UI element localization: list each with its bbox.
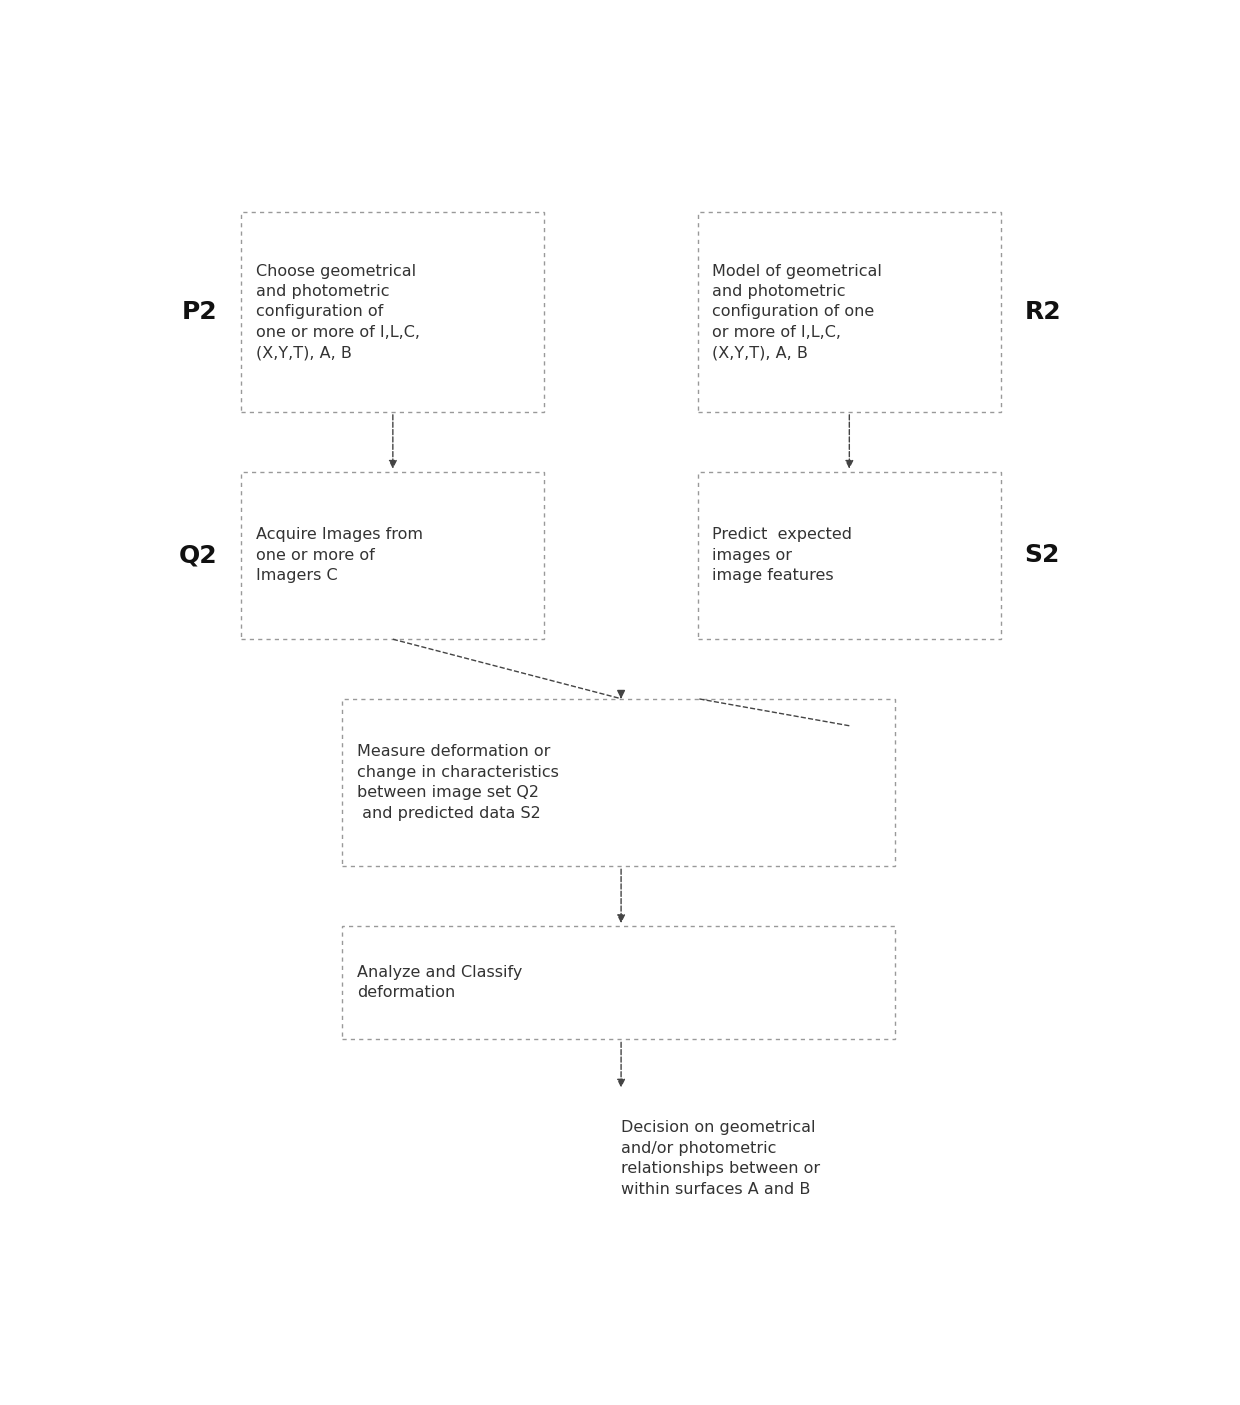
- FancyBboxPatch shape: [342, 698, 895, 867]
- FancyBboxPatch shape: [242, 212, 544, 412]
- Text: Choose geometrical
and photometric
configuration of
one or more of I,L,C,
(X,Y,T: Choose geometrical and photometric confi…: [255, 264, 420, 360]
- FancyBboxPatch shape: [698, 212, 1001, 412]
- Text: Measure deformation or
change in characteristics
between image set Q2
 and predi: Measure deformation or change in charact…: [357, 745, 559, 821]
- Text: Decision on geometrical
and/or photometric
relationships between or
within surfa: Decision on geometrical and/or photometr…: [621, 1120, 820, 1197]
- Text: Model of geometrical
and photometric
configuration of one
or more of I,L,C,
(X,Y: Model of geometrical and photometric con…: [712, 264, 882, 360]
- Text: Analyze and Classify
deformation: Analyze and Classify deformation: [357, 965, 522, 1000]
- FancyBboxPatch shape: [342, 926, 895, 1040]
- Text: S2: S2: [1024, 544, 1060, 568]
- Text: P2: P2: [182, 299, 217, 325]
- Text: Predict  expected
images or
image features: Predict expected images or image feature…: [712, 527, 852, 583]
- FancyBboxPatch shape: [698, 472, 1001, 639]
- Text: R2: R2: [1024, 299, 1061, 325]
- Text: Acquire Images from
one or more of
Imagers C: Acquire Images from one or more of Image…: [255, 527, 423, 583]
- FancyBboxPatch shape: [242, 472, 544, 639]
- Text: Q2: Q2: [179, 544, 217, 568]
